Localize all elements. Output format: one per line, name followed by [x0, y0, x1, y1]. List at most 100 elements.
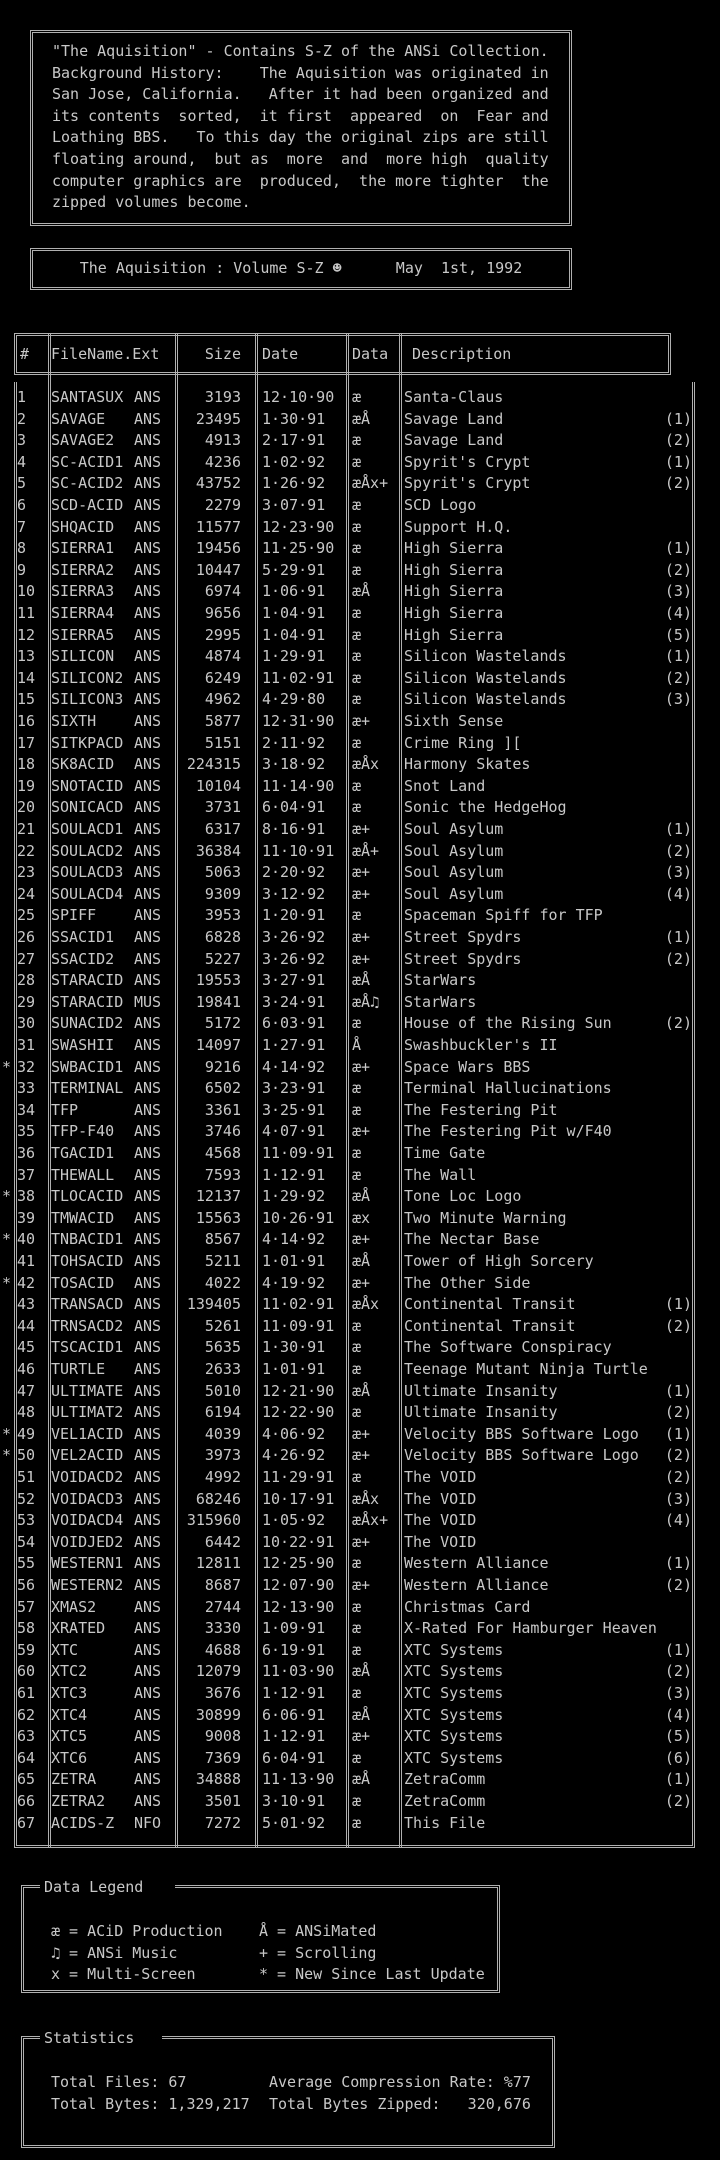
- description: High Sierra: [404, 560, 504, 579]
- row-number: 40: [17, 1230, 36, 1249]
- header: FileName.Ext: [51, 345, 160, 363]
- file-ext: ANS: [134, 1727, 162, 1746]
- file-date: 6·04·91: [262, 1748, 326, 1767]
- description: XTC Systems: [404, 1662, 504, 1681]
- file-name: SIERRA5: [51, 625, 115, 644]
- volume-title: The Aquisition : Volume S-Z ☻ May 1st, 1…: [79, 259, 523, 277]
- file-size: 4022: [204, 1273, 241, 1292]
- part: (4): [664, 1705, 692, 1724]
- file-date: 1·29·92: [262, 1187, 326, 1206]
- file-name: SSACID2: [51, 949, 115, 968]
- file-name: SHQACID: [51, 517, 115, 536]
- file-ext: ANS: [134, 1187, 162, 1206]
- row-number: 29: [17, 992, 36, 1011]
- row-number: 64: [17, 1748, 36, 1767]
- file-size: 6974: [204, 582, 241, 601]
- new-marker: *: [2, 1273, 12, 1292]
- file-name: SIXTH: [51, 712, 97, 730]
- legend-item: + = Scrolling: [259, 1943, 377, 1962]
- file-date: 3·07·91: [262, 496, 326, 514]
- file-name: XTC: [51, 1640, 79, 1659]
- file-data: æÅx+: [352, 1511, 389, 1530]
- row-number: 18: [17, 755, 36, 774]
- legend-item: Å = ANSiMated: [259, 1922, 377, 1940]
- file-ext: ANS: [134, 949, 162, 968]
- description: Soul Asylum: [404, 884, 504, 903]
- file-date: 12·10·90: [262, 388, 335, 406]
- new-marker: *: [2, 1424, 12, 1443]
- part: (2): [664, 1662, 692, 1681]
- file-name: TURTLE: [51, 1360, 106, 1378]
- row-number: 28: [17, 971, 36, 990]
- file-data: æ: [352, 1360, 362, 1378]
- file-ext: ANS: [134, 1100, 162, 1119]
- file-date: 2·17·91: [262, 431, 326, 450]
- stat-item: Total Files: 67: [51, 2073, 187, 2091]
- file-data: æ+: [352, 1576, 371, 1594]
- row-number: 59: [17, 1640, 36, 1659]
- file-date: 6·03·91: [262, 1014, 326, 1033]
- description: Street Spydrs: [404, 949, 522, 968]
- part: (3): [664, 690, 692, 709]
- file-data: æ: [352, 496, 362, 514]
- row-number: 42: [17, 1273, 36, 1292]
- file-date: 4·07·91: [262, 1122, 326, 1141]
- file-size: 5635: [204, 1338, 241, 1357]
- header-box: [14, 333, 671, 375]
- row-number: 26: [17, 928, 36, 946]
- part: (2): [664, 949, 692, 968]
- separator: [175, 333, 178, 1848]
- file-ext: ANS: [134, 1792, 162, 1810]
- row-number: 33: [17, 1079, 36, 1098]
- file-ext: ANS: [134, 1057, 162, 1076]
- file-size: 3746: [204, 1122, 241, 1141]
- description: XTC Systems: [404, 1640, 504, 1659]
- file-date: 3·23·91: [262, 1079, 326, 1098]
- file-name: VOIDACD3: [51, 1489, 124, 1508]
- file-ext: ANS: [134, 1424, 162, 1443]
- part: (3): [664, 863, 692, 882]
- description: SCD Logo: [404, 496, 477, 514]
- description: Harmony Skates: [404, 755, 531, 774]
- row-number: 17: [17, 733, 36, 752]
- part: (3): [664, 1489, 692, 1508]
- file-size: 3953: [204, 906, 241, 925]
- file-data: æ: [352, 690, 362, 709]
- file-name: SILICON3: [51, 690, 124, 709]
- file-date: 4·26·92: [262, 1446, 326, 1465]
- description: Swashbuckler's II: [404, 1036, 558, 1054]
- file-size: 4236: [204, 452, 241, 471]
- part: (1): [664, 539, 692, 558]
- file-date: 1·29·91: [262, 647, 326, 666]
- file-size: 34888: [195, 1770, 241, 1789]
- file-data: æÅ: [352, 582, 371, 601]
- file-ext: ANS: [134, 668, 162, 687]
- description: Soul Asylum: [404, 820, 504, 838]
- file-ext: ANS: [134, 539, 162, 558]
- file-data: æ: [352, 1619, 362, 1638]
- file-data: æ: [352, 1597, 362, 1616]
- row-number: 11: [17, 604, 36, 622]
- file-ext: ANS: [134, 1208, 162, 1227]
- description: Soul Asylum: [404, 841, 504, 860]
- part: (1): [664, 1381, 692, 1400]
- file-data: æÅ: [352, 971, 371, 990]
- file-ext: MUS: [134, 992, 162, 1011]
- description: Savage Land: [404, 409, 504, 428]
- row-number: 62: [17, 1705, 36, 1724]
- file-size: 10104: [195, 776, 241, 795]
- file-data: æ: [352, 517, 362, 536]
- row-number: 13: [17, 647, 36, 666]
- file-size: 3973: [204, 1446, 241, 1465]
- part: (1): [664, 820, 692, 838]
- file-size: 3501: [204, 1792, 241, 1810]
- file-size: 2279: [204, 496, 241, 514]
- file-date: 5·29·91: [262, 560, 326, 579]
- file-name: XTC2: [51, 1662, 88, 1681]
- file-date: 3·26·92: [262, 949, 326, 968]
- description: ZetraComm: [404, 1770, 486, 1789]
- file-name: SCD-ACID: [51, 496, 124, 514]
- file-date: 11·14·90: [262, 776, 335, 795]
- description: The VOID: [404, 1532, 477, 1551]
